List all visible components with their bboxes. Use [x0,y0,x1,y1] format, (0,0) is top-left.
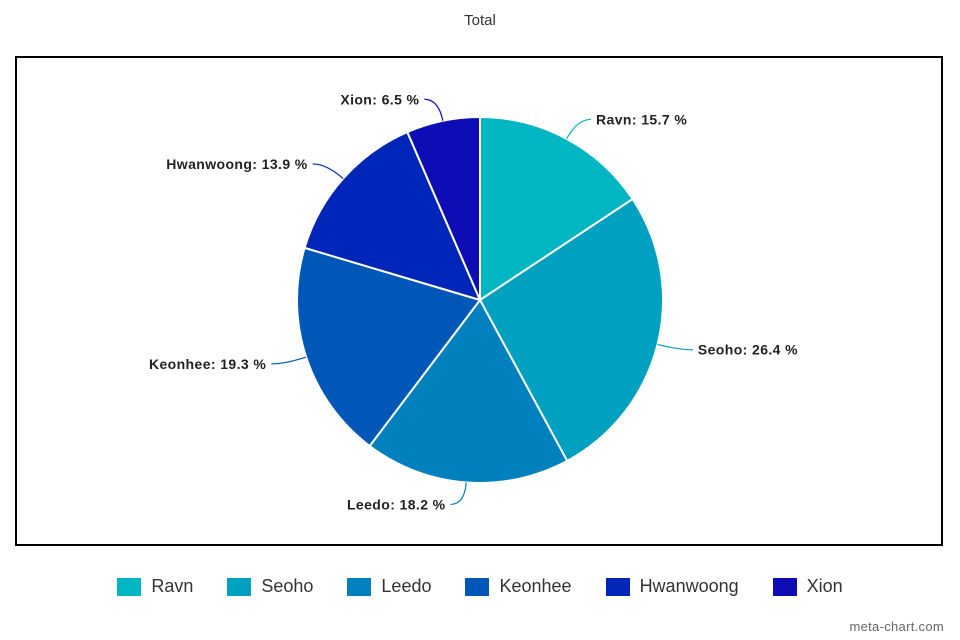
label-connector-keonhee [271,356,307,365]
pie-slice-keonhee[interactable] [296,246,482,448]
pie-slice-hwanwoong[interactable] [303,130,482,302]
legend-label-seoho: Seoho [261,576,314,596]
legend-label-leedo: Leedo [381,576,432,596]
legend-swatch-hwanwoong [605,577,630,596]
slice-label-leedo: Leedo: 18.2 % [347,496,446,512]
legend-item-seoho[interactable]: Seoho [227,576,313,597]
label-connector-ravn [566,118,592,140]
legend-item-keonhee[interactable]: Keonhee [465,576,572,597]
plot-area-frame [15,56,943,546]
legend-item-xion[interactable]: Xion [772,576,843,597]
legend-item-leedo[interactable]: Leedo [347,576,431,597]
pie-slice-xion[interactable] [406,115,481,301]
legend-label-xion: Xion [806,576,843,596]
legend-swatch-seoho [227,577,252,596]
legend-label-hwanwoong: Hwanwoong [639,576,739,596]
label-connector-seoho [657,343,693,351]
slice-label-keonhee: Keonhee: 19.3 % [149,356,266,372]
slice-label-ravn: Ravn: 15.7 % [596,111,687,127]
legend-swatch-leedo [347,577,372,596]
pie-slice-ravn[interactable] [479,115,635,302]
label-connector-xion [424,98,444,121]
legend-item-ravn[interactable]: Ravn [117,576,193,597]
label-connector-hwanwoong [312,163,344,179]
watermark: meta-chart.com [849,619,944,634]
pie-slice-leedo[interactable] [368,298,569,484]
legend-swatch-keonhee [465,577,490,596]
legend: Ravn Seoho Leedo Keonhee Hwanwoong Xion [0,576,960,597]
slice-label-hwanwoong: Hwanwoong: 13.9 % [166,156,308,172]
legend-label-keonhee: Keonhee [499,576,572,596]
label-connector-leedo [450,482,467,506]
legend-item-hwanwoong[interactable]: Hwanwoong [605,576,739,597]
chart-title: Total [464,12,496,29]
pie-slice-seoho[interactable] [478,197,664,463]
legend-swatch-ravn [117,577,142,596]
slice-label-seoho: Seoho: 26.4 % [698,342,798,358]
legend-label-ravn: Ravn [151,576,194,596]
legend-swatch-xion [772,577,797,596]
slice-label-xion: Xion: 6.5 % [340,91,419,107]
